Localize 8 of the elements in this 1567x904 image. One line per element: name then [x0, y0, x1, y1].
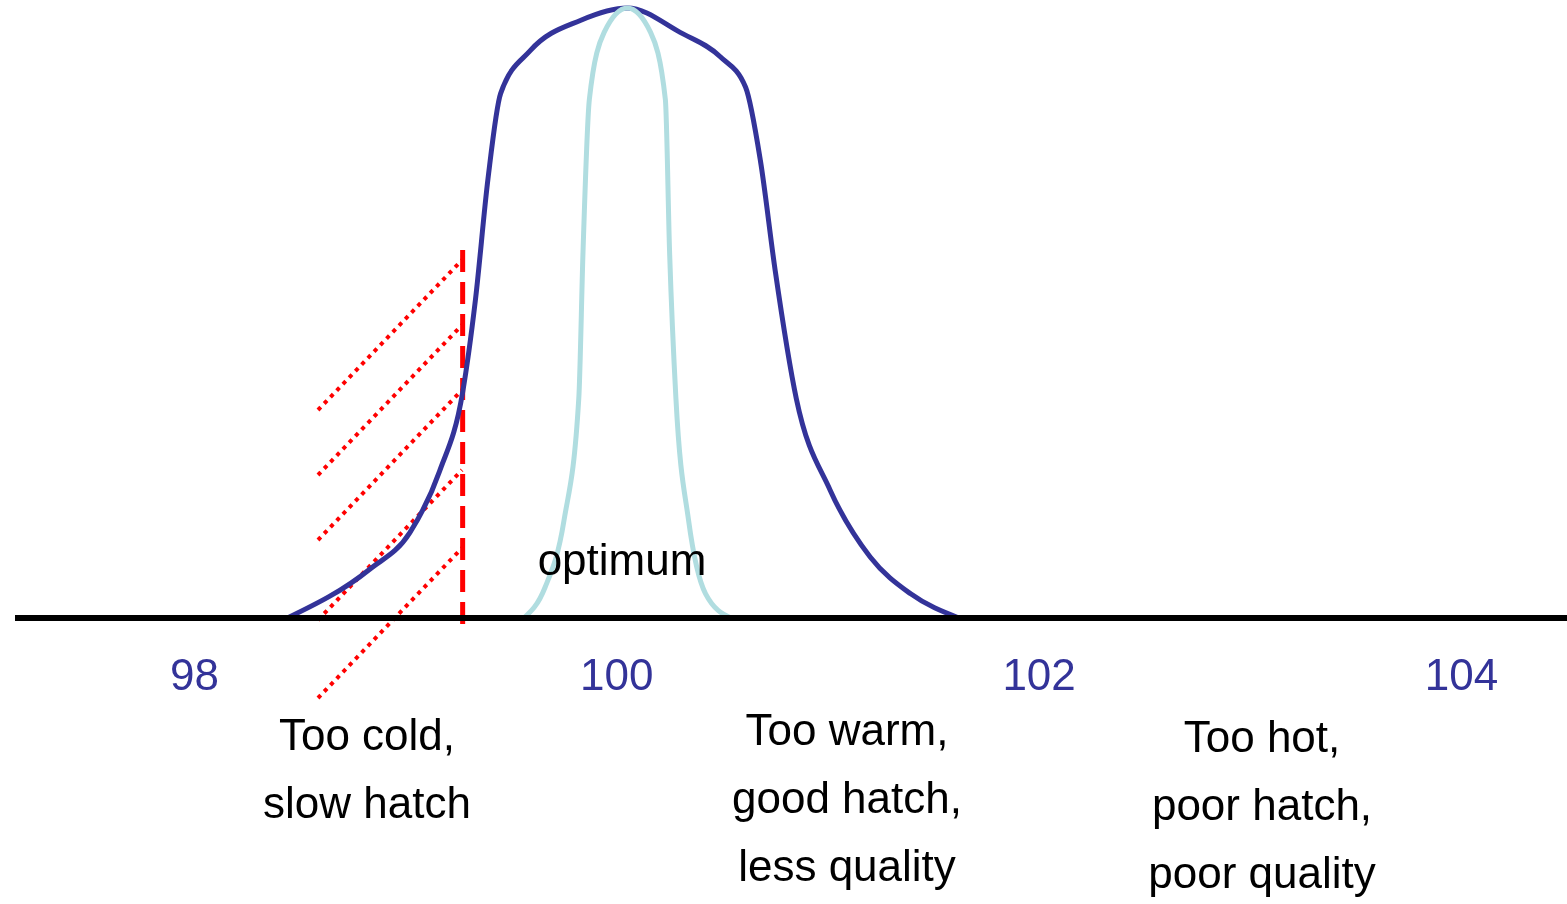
annotation: optimum	[537, 535, 707, 584]
text: Too hot, poor hatch, poor quality	[1148, 712, 1376, 897]
text: Too warm, good hatch, less quality	[732, 705, 962, 890]
x-tick-label: 98	[170, 650, 219, 699]
x-tick-label: 104	[1424, 650, 1499, 699]
x-tick-label: 102	[1002, 650, 1076, 699]
text: Too cold, slow hatch	[263, 710, 471, 827]
x-tick-label: 100	[580, 650, 654, 699]
